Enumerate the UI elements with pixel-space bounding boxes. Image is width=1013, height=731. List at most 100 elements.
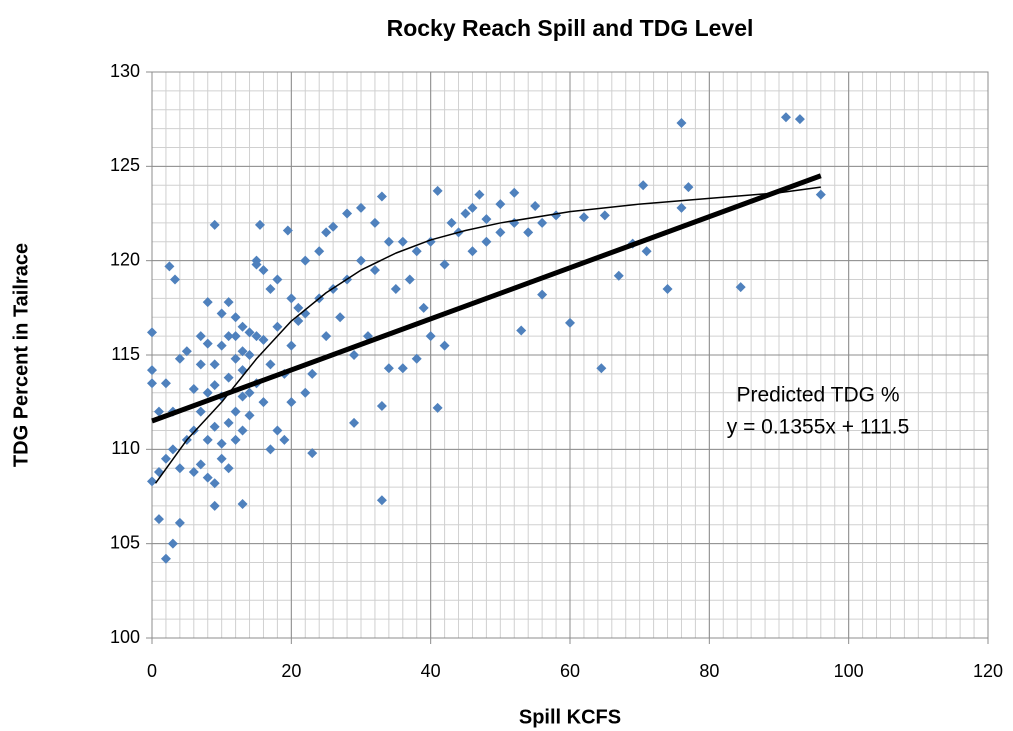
- data-point: [272, 274, 283, 285]
- data-point: [202, 387, 213, 398]
- data-point: [565, 317, 575, 328]
- data-point: [164, 261, 175, 272]
- data-point: [467, 202, 478, 213]
- y-axis-title: TDG Percent in Tailrace: [10, 243, 32, 467]
- data-point: [383, 363, 394, 374]
- data-point: [230, 331, 241, 342]
- data-point: [265, 359, 276, 370]
- data-point: [383, 236, 394, 247]
- data-point: [153, 514, 164, 525]
- data-point: [202, 338, 213, 349]
- data-point: [230, 406, 241, 417]
- data-point: [683, 182, 694, 193]
- data-point: [223, 372, 234, 383]
- data-point: [676, 202, 687, 213]
- data-point: [432, 185, 443, 196]
- data-point: [551, 210, 562, 221]
- data-point: [209, 380, 220, 391]
- data-point: [195, 459, 206, 470]
- data-point: [780, 112, 791, 123]
- y-tick-label: 100: [110, 627, 140, 647]
- data-point: [244, 387, 255, 398]
- data-point: [272, 425, 283, 436]
- data-point: [404, 274, 415, 285]
- data-point: [516, 325, 527, 336]
- data-point: [537, 217, 548, 228]
- data-point: [244, 350, 255, 360]
- data-point: [209, 421, 220, 432]
- data-point: [794, 114, 805, 125]
- data-point: [272, 321, 283, 332]
- data-point: [425, 331, 436, 342]
- data-point: [160, 553, 171, 564]
- y-tick-label: 120: [110, 249, 140, 269]
- data-point: [411, 246, 422, 257]
- x-tick-label: 100: [834, 661, 864, 681]
- data-point: [282, 225, 293, 236]
- y-tick-label: 105: [110, 532, 140, 552]
- data-point: [265, 444, 276, 455]
- y-tick-label: 110: [111, 438, 140, 458]
- trend-line: [154, 186, 821, 484]
- y-tick-label: 125: [110, 155, 140, 175]
- data-point: [321, 227, 332, 238]
- data-point: [523, 227, 534, 238]
- data-point: [237, 391, 248, 402]
- data-point: [258, 334, 269, 345]
- trend-line: [151, 173, 822, 424]
- data-point: [335, 312, 346, 323]
- data-point: [223, 463, 234, 474]
- data-point: [216, 438, 227, 449]
- data-point: [495, 199, 506, 210]
- data-point: [254, 219, 265, 230]
- data-point: [537, 289, 548, 300]
- data-point: [216, 453, 227, 464]
- data-point: [147, 365, 157, 376]
- data-point: [641, 246, 652, 257]
- data-point: [578, 212, 589, 223]
- data-point: [293, 302, 304, 313]
- chart-title: Rocky Reach Spill and TDG Level: [387, 15, 754, 41]
- data-point: [397, 363, 408, 374]
- data-point: [209, 478, 220, 489]
- data-point: [376, 191, 387, 202]
- data-point: [307, 448, 318, 459]
- x-axis-title: Spill KCFS: [519, 706, 621, 728]
- data-point: [258, 397, 269, 408]
- data-point: [202, 297, 213, 308]
- data-point: [509, 187, 520, 198]
- data-point: [237, 425, 248, 436]
- data-point: [160, 378, 171, 389]
- data-point: [530, 200, 541, 211]
- data-point: [376, 495, 387, 506]
- x-tick-label: 120: [973, 661, 1003, 681]
- data-point: [230, 434, 241, 445]
- data-point: [223, 297, 234, 308]
- x-tick-label: 80: [699, 661, 719, 681]
- data-point: [181, 346, 192, 357]
- data-point: [307, 368, 318, 379]
- data-point: [467, 246, 478, 257]
- x-tick-label: 40: [421, 661, 441, 681]
- data-point: [237, 346, 248, 357]
- data-point: [244, 410, 255, 421]
- data-point: [195, 331, 206, 342]
- data-point: [174, 517, 185, 528]
- data-point: [160, 453, 171, 464]
- data-point: [195, 359, 206, 370]
- data-point: [815, 189, 826, 200]
- data-point: [153, 406, 164, 417]
- data-point: [390, 283, 401, 294]
- data-point: [286, 340, 297, 351]
- data-point: [481, 214, 492, 225]
- data-point: [251, 255, 262, 266]
- data-point: [321, 331, 332, 342]
- x-tick-label: 0: [147, 661, 157, 681]
- data-point: [167, 538, 178, 549]
- plot-frame: [151, 71, 989, 639]
- data-point: [293, 316, 304, 327]
- annotation: Predicted TDG %: [736, 384, 899, 407]
- data-point: [735, 282, 746, 293]
- data-point: [195, 406, 206, 417]
- data-point: [244, 327, 255, 338]
